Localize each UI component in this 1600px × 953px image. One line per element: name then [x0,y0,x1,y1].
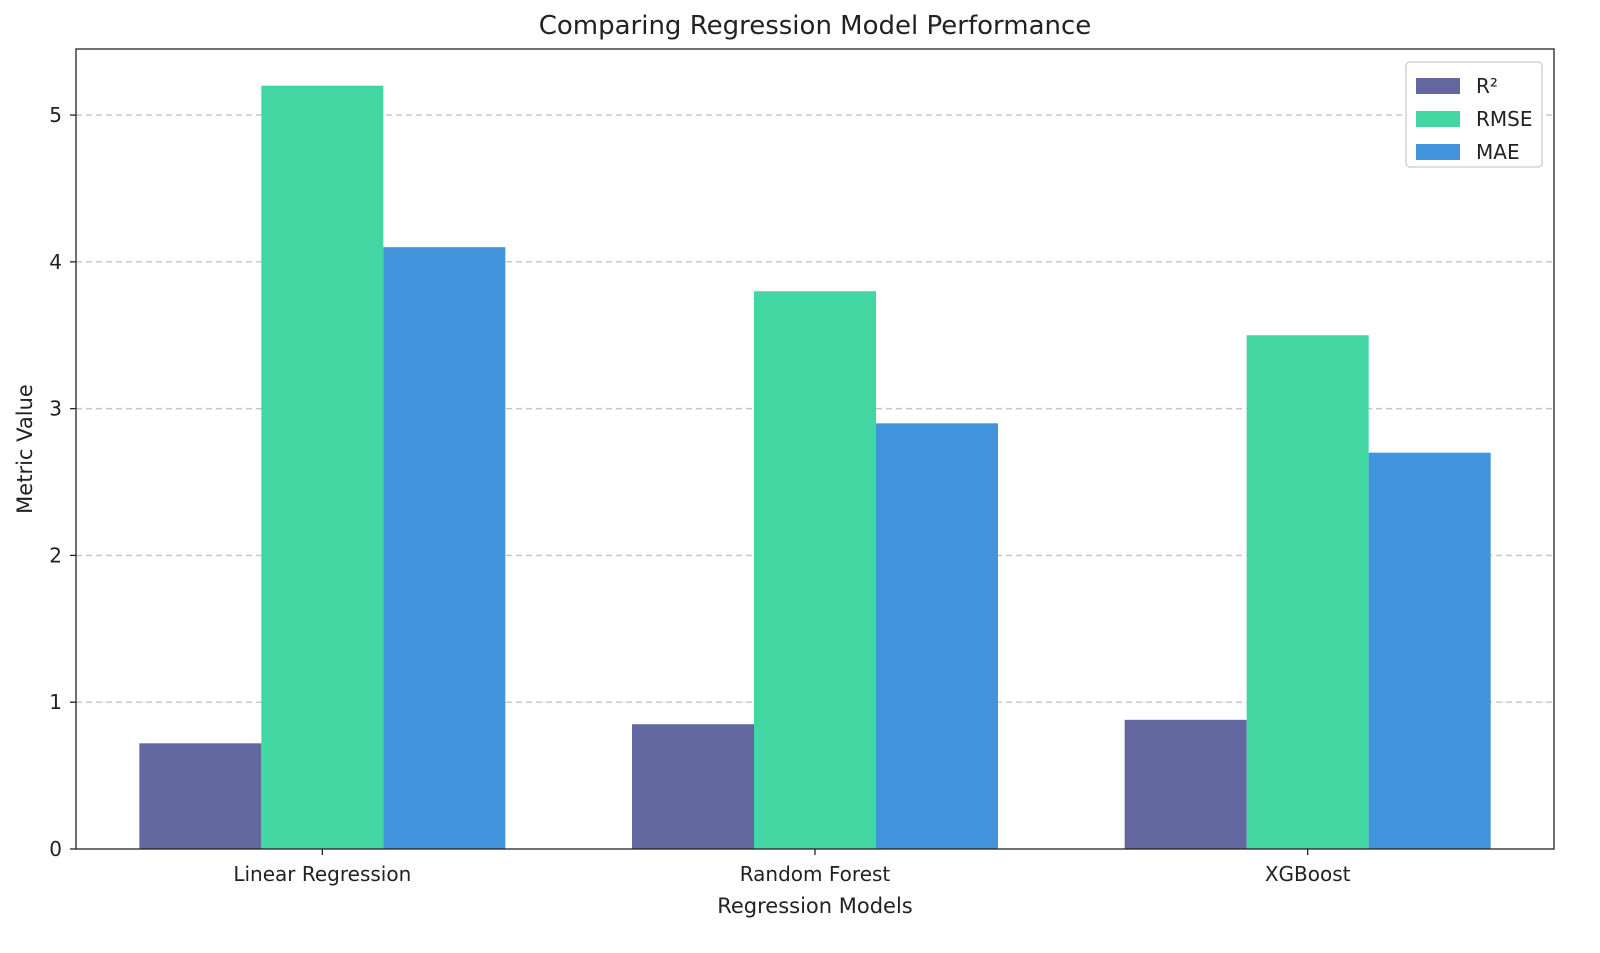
bar-rmse-1 [754,291,876,849]
bar-rmse-2 [1246,335,1369,849]
bar-r-2 [1124,719,1247,849]
x-tick-label: XGBoost [1265,862,1351,886]
y-tick-label: 1 [49,690,62,714]
bar-mae-2 [1368,452,1491,849]
legend-label: R² [1476,74,1498,98]
y-tick-label: 4 [49,250,62,274]
legend-swatch [1416,78,1460,94]
bar-mae-1 [876,423,998,849]
y-tick-label: 5 [49,103,62,127]
x-tick-label: Random Forest [740,862,891,886]
y-axis-title: Metric Value [13,384,37,514]
legend: R² RMSE MAE [1405,61,1543,168]
bar-r-1 [632,724,754,849]
legend-swatch [1416,111,1460,127]
bar-rmse-0 [261,85,384,849]
bar-mae-0 [383,247,506,849]
bars [139,85,1491,849]
legend-label: RMSE [1476,107,1532,131]
legend-swatch [1416,144,1460,160]
y-tick-label: 3 [49,397,62,421]
x-axis-title: Regression Models [717,894,913,918]
y-tick-label: 0 [49,837,62,861]
chart-title: Comparing Regression Model Performance [539,11,1092,41]
x-axis-ticks: Linear Regression Random Forest XGBoost [233,849,1351,886]
bar-r-0 [139,743,262,849]
y-axis-ticks: 0 1 2 3 4 5 [49,103,76,861]
y-tick-label: 2 [49,543,62,567]
legend-label: MAE [1476,140,1520,164]
x-tick-label: Linear Regression [233,862,411,886]
